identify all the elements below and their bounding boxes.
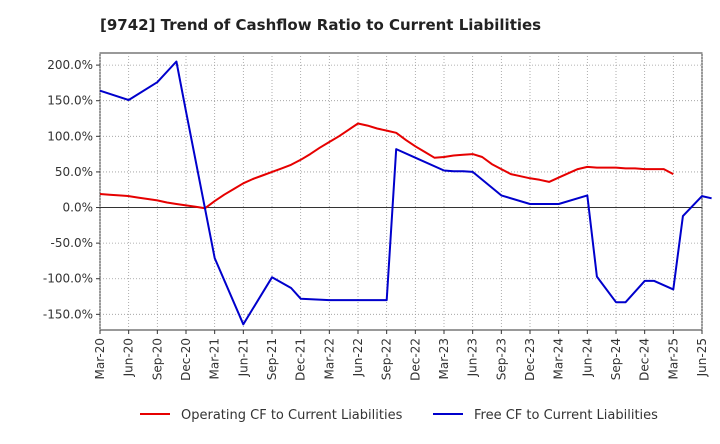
x-tick-label: Dec-23 [523, 338, 537, 381]
x-tick-label: Jun-21 [236, 338, 250, 377]
y-tick-label: 100.0% [47, 129, 93, 143]
series-line-free-cf [99, 60, 712, 326]
legend-label: Operating CF to Current Liabilities [181, 408, 403, 423]
y-tick-label: -150.0% [43, 307, 93, 321]
y-tick-label: -50.0% [51, 236, 93, 250]
y-tick-label: 200.0% [47, 58, 93, 72]
x-tick-label: Mar-21 [208, 338, 222, 379]
x-tick-label: Sep-22 [380, 338, 394, 380]
plot-frame [99, 52, 703, 331]
x-tick-label: Mar-24 [552, 338, 566, 379]
series-layer [99, 60, 712, 326]
x-tick-label: Jun-20 [122, 338, 136, 377]
x-tick-label: Mar-23 [437, 338, 451, 379]
x-tick-label: Sep-21 [265, 338, 279, 380]
x-tick-label: Dec-24 [638, 338, 652, 381]
x-tick-label: Sep-24 [609, 338, 623, 380]
y-tick-label: -100.0% [43, 272, 93, 286]
x-axis: Mar-20 Jun-20 Sep-20 Dec-20 Mar-21 Jun-21 Sep-… [93, 330, 709, 381]
y-tick-label: 0.0% [63, 201, 94, 215]
x-tick-label: Jun-22 [351, 338, 365, 377]
x-tick-label: Mar-22 [322, 338, 336, 379]
y-axis: 200.0% 150.0% 100.0% 50.0% 0.0% -50.0% -100.0%… [43, 58, 100, 321]
y-tick-label: 150.0% [47, 94, 93, 108]
series-line-operating-cf [99, 122, 674, 210]
plot-area [99, 52, 703, 331]
x-tick-label: Mar-25 [666, 338, 680, 379]
x-tick-label: Jun-25 [695, 338, 709, 377]
legend-label: Free CF to Current Liabilities [474, 408, 658, 423]
x-tick-label: Jun-24 [580, 338, 594, 377]
x-tick-label: Dec-21 [294, 338, 308, 381]
legend: Operating CF to Current Liabilities Free … [140, 408, 658, 423]
y-tick-label: 50.0% [55, 165, 93, 179]
x-tick-label: Jun-23 [466, 338, 480, 377]
x-tick-label: Sep-23 [494, 338, 508, 380]
x-tick-label: Dec-22 [408, 338, 422, 381]
x-tick-label: Sep-20 [150, 338, 164, 380]
x-tick-label: Dec-20 [179, 338, 193, 381]
x-tick-label: Mar-20 [93, 338, 107, 379]
chart-title: [9742] Trend of Cashflow Ratio to Curren… [100, 16, 541, 34]
